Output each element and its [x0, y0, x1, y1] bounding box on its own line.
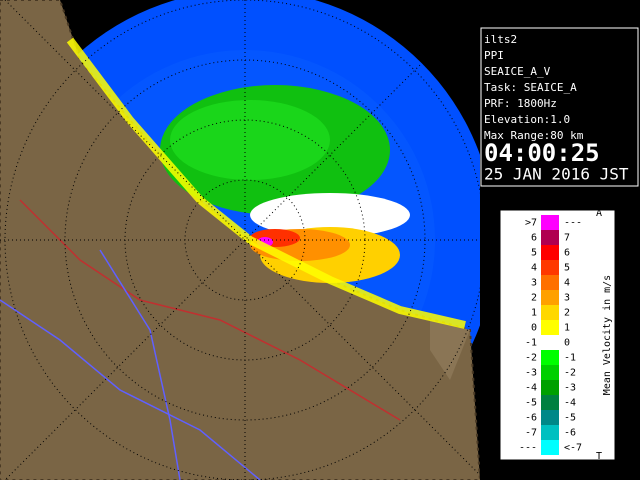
- left-label: -3: [525, 368, 537, 379]
- right-label: 7: [564, 233, 570, 244]
- right-label: -4: [564, 398, 576, 409]
- right-label: -1: [564, 353, 576, 364]
- info-line: Task: SEAICE_A: [484, 81, 577, 94]
- info-lines: ilts2 PPI SEAICE_A_V Task: SEAICE_A PRF: 180…: [484, 33, 584, 142]
- right-label: 4: [564, 278, 570, 289]
- date: 25 JAN 2016 JST: [484, 165, 629, 184]
- legend-bottom-mark: T: [596, 451, 602, 462]
- color-swatch: [541, 215, 559, 230]
- right-label: -5: [564, 413, 576, 424]
- right-label: 1: [564, 323, 570, 334]
- right-label: -6: [564, 428, 576, 439]
- info-line: Max Range:80 km: [484, 129, 584, 142]
- left-label: >7: [525, 218, 537, 229]
- radar-map: [0, 0, 485, 480]
- range-rings: [0, 0, 485, 480]
- color-swatch: [541, 380, 559, 395]
- right-label: 3: [564, 293, 570, 304]
- color-swatch: [541, 425, 559, 440]
- right-label: <-7: [564, 443, 582, 454]
- color-swatch: [541, 275, 559, 290]
- left-label: 4: [531, 263, 537, 274]
- left-label: -4: [525, 383, 537, 394]
- time: 04:00:25: [484, 139, 600, 167]
- right-label: 5: [564, 263, 570, 274]
- right-label: 2: [564, 308, 570, 319]
- left-label: 5: [531, 248, 537, 259]
- color-swatch: [541, 260, 559, 275]
- left-label: 0: [531, 323, 537, 334]
- left-label: ---: [519, 443, 537, 454]
- info-line: Elevation:1.0: [484, 113, 570, 126]
- info-line: ilts2: [484, 33, 517, 46]
- color-swatch: [541, 395, 559, 410]
- left-label: 1: [531, 308, 537, 319]
- color-swatch: [541, 230, 559, 245]
- left-label: -2: [525, 353, 537, 364]
- color-swatch: [541, 365, 559, 380]
- right-label: -2: [564, 368, 576, 379]
- echo-white: [250, 193, 410, 237]
- left-label: 6: [531, 233, 537, 244]
- info-panel: [480, 27, 639, 187]
- legend-scale: >7 --- 6 7 5 6 4 5 3 4 2 3 1 2 0 1 -1 0 -2 -1 -3 -2 -4 -3 -5 -4 -6…: [519, 215, 582, 455]
- left-label: -1: [525, 338, 537, 349]
- legend-top-mark: A: [596, 208, 602, 219]
- info-line: PPI: [484, 49, 504, 62]
- color-swatch: [541, 410, 559, 425]
- left-label: -7: [525, 428, 537, 439]
- color-swatch: [541, 335, 559, 350]
- info-line: SEAICE_A_V: [484, 65, 551, 78]
- legend-title: Mean Velocity in m/s: [602, 275, 613, 395]
- color-swatch: [541, 305, 559, 320]
- color-swatch: [541, 290, 559, 305]
- left-label: 2: [531, 293, 537, 304]
- right-label: 6: [564, 248, 570, 259]
- color-swatch: [541, 245, 559, 260]
- right-label: ---: [564, 218, 582, 229]
- color-swatch: [541, 350, 559, 365]
- left-label: 3: [531, 278, 537, 289]
- color-swatch: [541, 320, 559, 335]
- left-label: -5: [525, 398, 537, 409]
- color-swatch: [541, 440, 559, 455]
- right-label: 0: [564, 338, 570, 349]
- info-line: PRF: 1800Hz: [484, 97, 557, 110]
- right-label: -3: [564, 383, 576, 394]
- left-label: -6: [525, 413, 537, 424]
